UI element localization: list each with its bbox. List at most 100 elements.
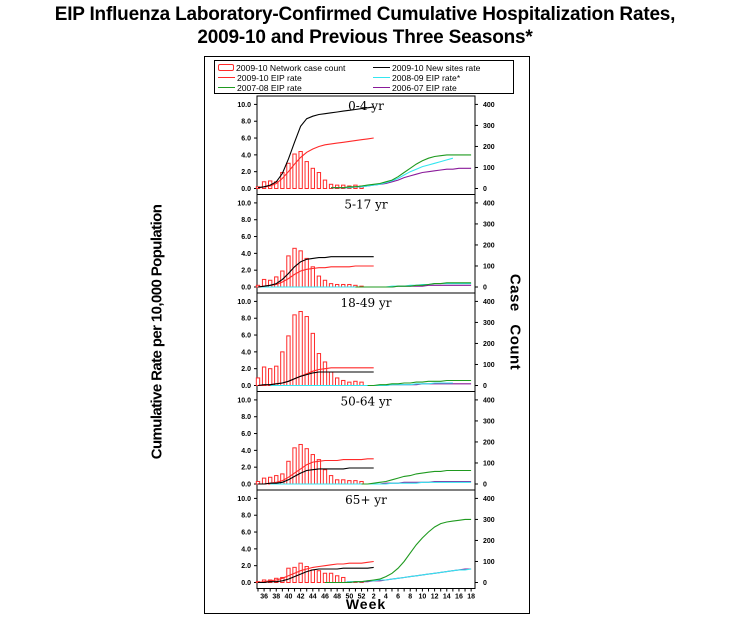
y-tick-label-left: 8.0 <box>241 414 251 421</box>
x-tick-label: 4 <box>384 594 388 601</box>
y-tick-label-left: 6.0 <box>241 136 251 143</box>
y-tick-label-right: 0 <box>483 186 487 193</box>
x-tick-label: 44 <box>309 594 317 601</box>
legend-swatch-line <box>218 87 235 88</box>
legend: 2009-10 Network case count 2009-10 New s… <box>214 60 514 94</box>
y-tick-label-right: 200 <box>483 144 495 151</box>
case-count-bar <box>286 162 291 189</box>
panel-title: 50-64 yr <box>341 395 392 409</box>
y-tick-label-left: 2.0 <box>241 563 251 570</box>
y-tick-label-right: 300 <box>483 221 495 228</box>
x-tick-label: 12 <box>431 594 439 601</box>
x-tick-label: 18 <box>467 594 475 601</box>
case-count-bar <box>328 371 334 386</box>
x-tick-label: 10 <box>419 594 427 601</box>
y-tick-label-right: 200 <box>483 538 495 545</box>
case-count-bar <box>304 566 309 583</box>
legend-swatch-line <box>373 67 390 68</box>
case-count-bar <box>328 183 334 190</box>
line-eip-2008-09 <box>325 568 472 584</box>
case-count-bar <box>341 379 346 387</box>
legend-swatch-line <box>373 87 390 88</box>
case-count-bar <box>316 172 322 189</box>
y-tick-label-right: 0 <box>483 285 487 292</box>
y-tick-label-right: 400 <box>483 200 495 207</box>
case-count-bar <box>255 377 261 387</box>
y-tick-label-left: 8.0 <box>241 217 251 224</box>
case-count-bar <box>316 570 322 584</box>
chart-title-line-1: EIP Influenza Laboratory-Confirmed Cumul… <box>54 4 676 25</box>
case-count-bar <box>304 448 309 485</box>
case-count-bar <box>286 335 291 386</box>
x-tick-label: 40 <box>285 594 293 601</box>
panel-frame <box>256 489 476 589</box>
case-count-bar <box>316 459 322 485</box>
line-eip-2007-08 <box>325 518 472 584</box>
y-tick-label-right: 100 <box>483 263 495 270</box>
y-tick-label-left: 0.0 <box>241 285 251 292</box>
case-count-bar <box>353 380 358 386</box>
line-new-sites-rate <box>257 256 374 288</box>
case-count-bar <box>310 266 315 288</box>
x-tick-label: 16 <box>455 594 463 601</box>
x-tick-label: 36 <box>260 594 268 601</box>
x-tick-label: 52 <box>358 594 366 601</box>
x-axis-label: Week <box>345 596 387 612</box>
y-tick-label-right: 200 <box>483 242 495 249</box>
panel-title: 5-17 yr <box>344 198 388 212</box>
case-count-bar <box>261 181 267 189</box>
y-tick-label-left: 10.0 <box>237 299 251 306</box>
y-tick-label-right: 0 <box>483 482 487 489</box>
legend-swatch-box <box>218 64 234 71</box>
y-tick-label-left: 0.0 <box>241 482 251 489</box>
case-count-bar <box>341 479 346 485</box>
y-tick-label-right: 200 <box>483 439 495 446</box>
case-count-bar <box>292 153 297 189</box>
y-tick-label-left: 4.0 <box>241 448 251 455</box>
case-count-bar <box>310 569 315 583</box>
y-tick-label-right: 100 <box>483 559 495 566</box>
y-tick-label-right: 300 <box>483 320 495 327</box>
y-tick-label-left: 10.0 <box>237 200 251 207</box>
case-count-bar <box>334 479 340 485</box>
legend-label: 2008-09 EIP rate* <box>392 72 461 83</box>
y-tick-label-right: 0 <box>483 580 487 587</box>
line-eip-2009-10 <box>258 458 374 485</box>
line-new-sites-rate <box>258 566 374 584</box>
line-eip-2009-10 <box>257 560 374 584</box>
legend-item-network-case-count: 2009-10 Network case count <box>218 62 345 73</box>
y-tick-label-left: 0.0 <box>241 383 251 390</box>
y-tick-label-right: 100 <box>483 362 495 369</box>
y-tick-label-left: 6.0 <box>241 530 251 537</box>
x-tick-label: 38 <box>272 594 280 601</box>
x-tick-label: 48 <box>333 594 341 601</box>
line-eip-2008-09 <box>343 157 454 189</box>
y-tick-label-right: 400 <box>483 496 495 503</box>
legend-label: 2009-10 Network case count <box>236 62 346 73</box>
y-tick-label-left: 10.0 <box>237 397 251 404</box>
y-tick-label-right: 300 <box>483 418 495 425</box>
legend-item-eip-2007-08: 2007-08 EIP rate <box>218 82 302 93</box>
legend-swatch-line <box>218 77 235 78</box>
line-eip-2008-09 <box>270 382 453 387</box>
legend-item-eip-2009-10: 2009-10 EIP rate <box>218 72 302 83</box>
case-count-bar <box>261 366 267 386</box>
line-eip-2009-10 <box>257 137 374 189</box>
legend-swatch-line <box>373 77 390 78</box>
case-count-bar <box>268 476 273 485</box>
legend-label: 2009-10 EIP rate <box>237 72 302 83</box>
case-count-bar <box>328 572 334 583</box>
legend-label: 2009-10 New sites rate <box>392 62 481 73</box>
case-count-bar <box>274 276 279 288</box>
case-count-bar <box>304 161 309 190</box>
x-tick-label: 2 <box>372 594 376 601</box>
case-count-bar <box>292 314 297 387</box>
x-tick-label: 50 <box>345 594 353 601</box>
y-tick-label-right: 400 <box>483 299 495 306</box>
panel-title: 18-49 yr <box>341 296 392 310</box>
x-tick-label: 46 <box>321 594 329 601</box>
case-count-bar <box>298 250 303 288</box>
y-tick-label-left: 0.0 <box>241 580 251 587</box>
y-tick-label-left: 4.0 <box>241 152 251 159</box>
line-eip-2006-07 <box>331 167 472 189</box>
